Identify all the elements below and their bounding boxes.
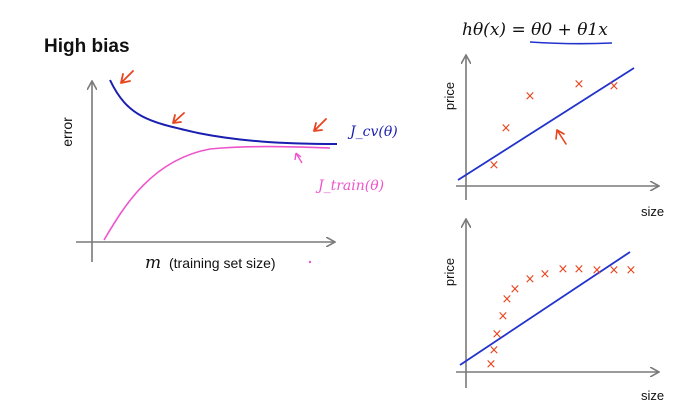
data-point: ×	[489, 343, 500, 358]
annotation-arrow-top	[555, 129, 567, 145]
top-data-points: × × × × ×	[489, 77, 620, 173]
annotation-arrow-2	[172, 112, 185, 124]
data-point: ×	[502, 292, 513, 307]
top-y-axis-label: price	[442, 82, 457, 110]
hypothesis-formula: hθ(x) = θ0 + θ1x	[462, 20, 608, 40]
data-point: ×	[609, 263, 620, 278]
data-point: ×	[525, 89, 536, 104]
data-point: ×	[574, 77, 585, 92]
top-x-axis-label: size	[641, 204, 664, 219]
data-point: ×	[540, 267, 551, 282]
bottom-y-axis-label: price	[442, 258, 457, 286]
bottom-scatter-plot: price size × × × × × × × × × × × × ×	[442, 220, 664, 403]
train-error-curve	[103, 145, 331, 241]
lc-x-variable: m	[145, 253, 161, 273]
top-fit-line	[457, 67, 635, 181]
data-point: ×	[486, 357, 497, 372]
data-point: ×	[558, 262, 569, 277]
bottom-x-axis-label: size	[641, 388, 664, 403]
formula-underline	[529, 41, 613, 45]
annotation-arrow-3	[313, 118, 327, 132]
bottom-fit-line	[459, 251, 631, 366]
data-point: ×	[498, 309, 509, 324]
annotation-arrows	[120, 70, 327, 132]
data-point: ×	[501, 121, 512, 136]
stray-mark	[308, 260, 312, 264]
data-point: ×	[510, 282, 521, 297]
annotation-arrow-1	[120, 70, 134, 84]
lc-x-axis-label: (training set size)	[169, 255, 276, 271]
data-point: ×	[592, 263, 603, 278]
bottom-data-points: × × × × × × × × × × × × ×	[486, 262, 637, 372]
data-point: ×	[609, 79, 620, 94]
lc-y-axis-label: error	[59, 117, 75, 147]
data-point: ×	[574, 262, 585, 277]
learning-curve-plot: error m (training set size) J_cv(θ) J_tr…	[59, 70, 398, 273]
page-title: High bias	[44, 36, 130, 57]
train-curve-label: J_train(θ)	[315, 178, 384, 194]
cv-error-curve	[109, 79, 338, 145]
data-point: ×	[492, 327, 503, 342]
cv-curve-label: J_cv(θ)	[347, 124, 398, 140]
train-label-pointer	[294, 152, 303, 164]
data-point: ×	[626, 263, 637, 278]
data-point: ×	[489, 158, 500, 173]
top-scatter-plot: hθ(x) = θ0 + θ1x price size × × × × ×	[442, 20, 664, 219]
data-point: ×	[525, 272, 536, 287]
